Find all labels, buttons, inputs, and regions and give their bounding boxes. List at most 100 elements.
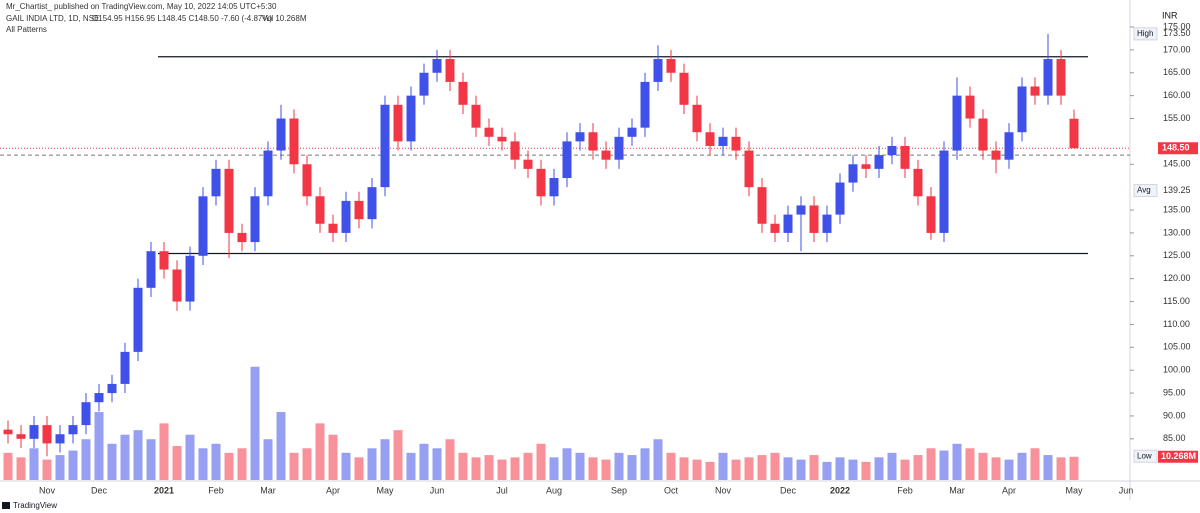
- x-tick-label: Feb: [897, 485, 913, 495]
- candle-body: [1043, 59, 1053, 96]
- x-tick-label: Jul: [496, 485, 508, 495]
- volume-bar: [562, 448, 572, 480]
- candle-body: [757, 187, 767, 224]
- candle-body: [718, 136, 728, 146]
- price-tag-name: Low: [1137, 451, 1152, 460]
- volume-bar: [302, 448, 312, 480]
- x-tick-label: May: [1065, 485, 1083, 495]
- volume-bar: [380, 439, 390, 480]
- y-tick-label: 125.00: [1163, 250, 1191, 260]
- volume-bar: [198, 448, 208, 480]
- candle-body: [263, 150, 273, 197]
- candle-body: [510, 141, 520, 160]
- volume-bar: [809, 455, 819, 480]
- candle-body: [315, 196, 325, 224]
- x-tick-label: Aug: [546, 485, 562, 495]
- candle-body: [237, 232, 247, 243]
- price-tag-box: [1133, 449, 1158, 463]
- y-tick-label: 155.00: [1163, 113, 1191, 123]
- candle-body: [354, 200, 364, 220]
- candle-body: [978, 118, 988, 151]
- volume-bar: [510, 457, 520, 480]
- candle-body: [471, 104, 481, 128]
- candle-body: [731, 136, 741, 151]
- candle-body: [211, 168, 221, 197]
- volume-bar: [393, 430, 403, 480]
- y-tick-label: 160.00: [1163, 90, 1191, 100]
- y-tick-label: 130.00: [1163, 227, 1191, 237]
- x-tick-label: Nov: [39, 485, 56, 495]
- candle-body: [393, 104, 403, 142]
- candle-body: [445, 59, 455, 82]
- candle-body: [107, 383, 117, 394]
- y-tick-label: 95.00: [1163, 387, 1186, 397]
- price-tag-box: [1133, 184, 1158, 198]
- candle-body: [900, 145, 910, 169]
- volume-bar: [211, 443, 221, 480]
- ohlc: O154.95 H156.95 L148.45 C148.50 -7.60 (-…: [92, 14, 272, 23]
- candle-body: [536, 168, 546, 197]
- candle-body: [796, 205, 806, 215]
- candle-body: [848, 164, 858, 183]
- candle-body: [94, 393, 104, 403]
- volume-bar: [939, 450, 949, 480]
- candle-body: [172, 269, 182, 302]
- volume-bar: [146, 439, 156, 480]
- volume-bar: [250, 366, 260, 480]
- volume-bar: [822, 461, 832, 480]
- volume-bar: [757, 455, 767, 480]
- volume-bar: [796, 459, 806, 480]
- volume-bar: [1056, 457, 1066, 480]
- candle-body: [601, 150, 611, 160]
- y-tick-label: 115.00: [1163, 296, 1190, 306]
- y-tick-label: 110.00: [1163, 319, 1190, 329]
- volume-bar: [1017, 452, 1027, 480]
- volume-bar: [900, 459, 910, 480]
- x-tick-label: Apr: [326, 485, 340, 495]
- brand: TradingView: [13, 501, 57, 510]
- volume-bar: [861, 461, 871, 480]
- volume-bar: [328, 434, 338, 480]
- candle-body: [692, 104, 702, 133]
- volume-bar: [549, 457, 559, 480]
- candle-body: [939, 150, 949, 233]
- candle-body: [666, 59, 676, 73]
- volume-bar: [874, 457, 884, 480]
- volume-bar: [354, 457, 364, 480]
- volume-bar: [640, 448, 650, 480]
- candle-body: [484, 127, 494, 137]
- candle-body: [159, 251, 169, 270]
- y-tick-label: 100.00: [1163, 365, 1191, 375]
- volume-bar: [159, 423, 169, 480]
- volume-bar: [523, 452, 533, 480]
- volume-bar: [29, 448, 39, 480]
- candle-body: [965, 95, 975, 119]
- credit: Mr_Chartist_ published on TradingView.co…: [6, 2, 277, 11]
- last-price-box: [1158, 142, 1198, 155]
- volume-bar: [445, 439, 455, 480]
- candle-body: [549, 178, 559, 197]
- candle-body: [185, 255, 195, 302]
- volume-bar: [1030, 448, 1040, 480]
- candle-body: [679, 72, 689, 105]
- x-tick-label: Nov: [715, 485, 732, 495]
- volume-bar: [575, 452, 585, 480]
- candle-body: [224, 168, 234, 233]
- volume-bar: [471, 457, 481, 480]
- currency: INR: [1162, 10, 1178, 20]
- volume-bar: [94, 412, 104, 480]
- volume-bar: [16, 457, 26, 480]
- volume-bar: [653, 439, 663, 480]
- price-tag-value: 139.25: [1163, 185, 1191, 195]
- candle-body: [341, 200, 351, 233]
- volume-bar: [406, 452, 416, 480]
- candle-body: [55, 434, 65, 444]
- candle-body: [705, 132, 715, 146]
- candle-body: [913, 168, 923, 197]
- candle-body: [146, 251, 156, 288]
- candle-body: [835, 182, 845, 215]
- price-tag-name: High: [1137, 29, 1153, 38]
- candle-body: [302, 164, 312, 197]
